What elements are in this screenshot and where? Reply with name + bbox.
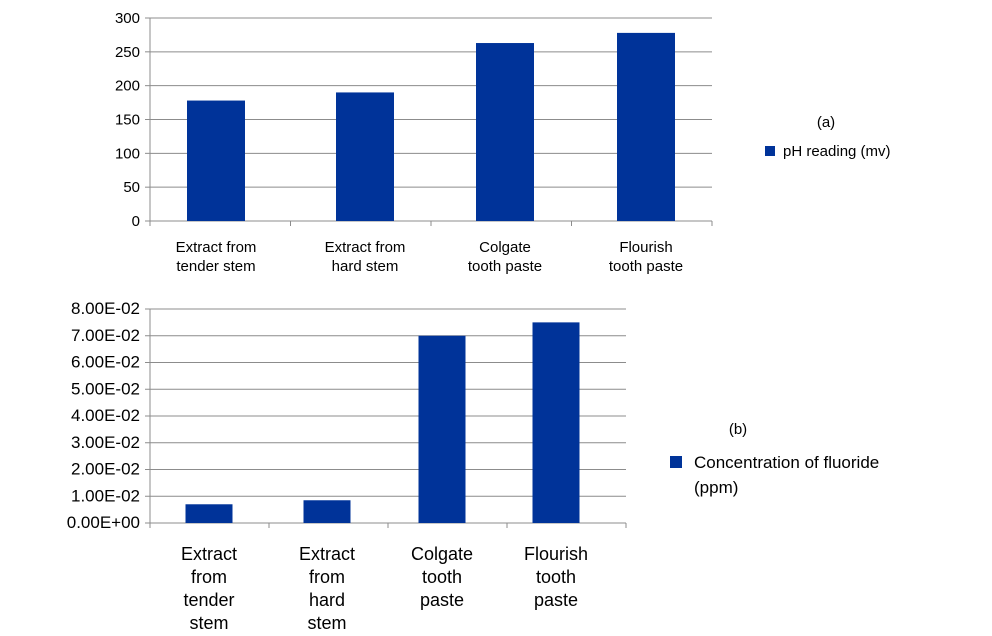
x-tick-label: from	[309, 567, 345, 587]
legend-swatch	[670, 456, 682, 468]
x-tick-label: Colgate	[479, 239, 531, 256]
x-tick-label: Extract from	[325, 239, 406, 256]
x-tick-label: Extract from	[176, 239, 257, 256]
x-tick-label: stem	[189, 613, 228, 633]
y-tick-label: 1.00E-02	[71, 486, 140, 505]
bar	[185, 504, 233, 523]
x-tick-label: from	[191, 567, 227, 587]
legend-label: Concentration of fluoride	[694, 453, 879, 472]
y-tick-label: 0.00E+00	[67, 513, 140, 532]
y-tick-label: 200	[115, 78, 140, 95]
x-tick-label: stem	[307, 613, 346, 633]
bar	[476, 43, 534, 221]
y-tick-label: 6.00E-02	[71, 353, 140, 372]
x-tick-label: tooth	[536, 567, 576, 587]
x-tick-label: tender	[183, 590, 234, 610]
legend-swatch	[765, 146, 775, 156]
y-tick-label: 100	[115, 145, 140, 162]
x-tick-label: Extract	[181, 544, 237, 564]
y-tick-label: 7.00E-02	[71, 326, 140, 345]
y-tick-label: 50	[123, 179, 140, 196]
x-tick-label: Flourish	[524, 544, 588, 564]
y-tick-label: 150	[115, 112, 140, 129]
bar	[532, 322, 580, 523]
panel-label: (b)	[729, 421, 747, 438]
x-tick-label: tender stem	[176, 258, 255, 275]
x-tick-label: hard stem	[332, 258, 399, 275]
y-tick-label: 8.00E-02	[71, 299, 140, 318]
x-tick-label: tooth	[422, 567, 462, 587]
bar	[303, 500, 351, 523]
x-tick-label: Flourish	[619, 239, 672, 256]
x-tick-label: paste	[534, 590, 578, 610]
legend-label: pH reading (mv)	[783, 143, 891, 160]
x-tick-label: tooth paste	[468, 258, 542, 275]
y-tick-label: 4.00E-02	[71, 406, 140, 425]
y-tick-label: 2.00E-02	[71, 460, 140, 479]
x-tick-label: Extract	[299, 544, 355, 564]
y-tick-label: 250	[115, 44, 140, 61]
legend-label: (ppm)	[694, 478, 738, 497]
y-tick-label: 3.00E-02	[71, 433, 140, 452]
y-tick-label: 300	[115, 10, 140, 27]
x-tick-label: paste	[420, 590, 464, 610]
y-tick-label: 0	[132, 213, 140, 230]
panel-label: (a)	[817, 114, 835, 131]
bar	[617, 32, 675, 222]
x-tick-label: Colgate	[411, 544, 473, 564]
x-tick-label: tooth paste	[609, 258, 683, 275]
bar	[187, 100, 245, 221]
x-tick-label: hard	[309, 590, 345, 610]
bar	[418, 335, 466, 523]
bar	[336, 92, 394, 221]
y-tick-label: 5.00E-02	[71, 379, 140, 398]
